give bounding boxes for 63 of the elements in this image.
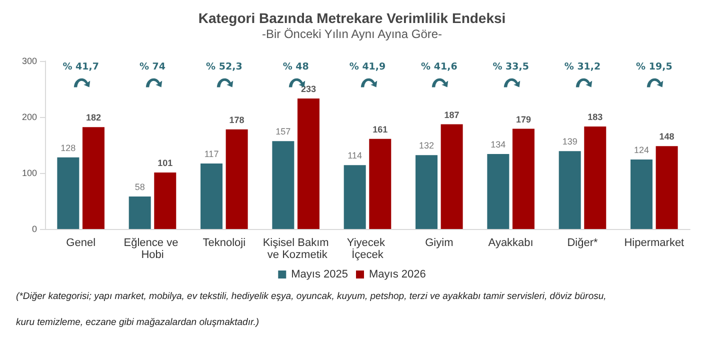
bar xyxy=(656,146,678,229)
bar xyxy=(369,138,392,229)
data-label: 134 xyxy=(490,139,506,150)
x-tick-label: Yiyecek İçecek xyxy=(346,237,388,261)
y-tick-label: 100 xyxy=(22,168,37,178)
data-label: 117 xyxy=(204,148,219,159)
bar xyxy=(297,98,320,229)
x-tick-label: Hipermarket xyxy=(624,237,684,249)
data-label: 148 xyxy=(659,132,674,142)
data-label: 124 xyxy=(634,145,650,156)
bar xyxy=(57,157,80,229)
data-label: 58 xyxy=(134,182,145,192)
chart-subtitle: -Bir Önceki Yılın Aynı Ayına Göre- xyxy=(262,27,442,41)
bar xyxy=(226,129,248,229)
bar xyxy=(272,141,294,229)
annotation: % 41,6 xyxy=(421,62,458,72)
data-label: 178 xyxy=(229,114,244,125)
x-tick-label: Kişisel Bakım ve Kozmetik xyxy=(262,237,329,261)
x-tick-label: Teknoloji xyxy=(202,237,246,249)
annotation: % 41,9 xyxy=(349,62,386,72)
bar xyxy=(487,154,510,229)
bar xyxy=(584,126,606,229)
legend-label: Mayıs 2025 xyxy=(291,268,348,280)
data-label: 101 xyxy=(158,158,173,168)
bar xyxy=(200,163,223,229)
x-tick-label: Diğer* xyxy=(567,237,598,249)
x-tick-label: Eğlence ve Hobi xyxy=(124,237,182,261)
data-label: 157 xyxy=(276,126,291,137)
chart-title: Kategori Bazında Metrekare Verimlilik Endeksi xyxy=(198,10,506,26)
data-label: 183 xyxy=(588,112,603,122)
bar xyxy=(558,151,581,229)
x-tick-label: Genel xyxy=(66,237,96,249)
bar xyxy=(416,155,438,229)
bar xyxy=(512,128,534,229)
data-label: 114 xyxy=(348,150,362,161)
annotation: % 33,5 xyxy=(492,62,529,72)
bar xyxy=(82,127,104,229)
data-label: 132 xyxy=(419,140,434,151)
bar xyxy=(154,172,176,229)
data-label: 179 xyxy=(516,114,531,124)
x-tick-label: Giyim xyxy=(425,237,454,249)
legend-label: Mayıs 2026 xyxy=(369,268,426,280)
data-label: 161 xyxy=(372,124,388,134)
bar xyxy=(440,124,463,229)
bar xyxy=(344,165,366,229)
data-label: 182 xyxy=(86,112,101,123)
y-tick-label: 300 xyxy=(22,56,37,66)
annotation: % 41,7 xyxy=(62,62,99,72)
annotation: % 48 xyxy=(282,62,310,72)
annotation: % 31,2 xyxy=(564,62,601,72)
annotation: % 19,5 xyxy=(636,62,672,72)
bar xyxy=(128,196,151,229)
bar xyxy=(630,160,653,229)
data-label: 139 xyxy=(562,136,578,147)
annotation: % 74 xyxy=(139,62,166,72)
y-tick-label: 0 xyxy=(32,224,37,234)
x-tick-label: Ayakkabı xyxy=(488,237,534,249)
data-label: 233 xyxy=(300,84,316,94)
data-label: 187 xyxy=(444,110,460,120)
annotation: % 52,3 xyxy=(206,62,242,72)
text: (*Diğer kategorisi; yapı market, mobilya, ev tekstili, hediyelik eşya, oyuncak, kuyum, petshop, terzi ve ayakkabı tamir servisleri, döviz bürosu, kuru temizleme, eczane gibi mağazalardan oluşmaktadır.) xyxy=(16,291,606,328)
y-tick-label: 200 xyxy=(22,112,37,122)
data-label: 128 xyxy=(60,142,76,153)
